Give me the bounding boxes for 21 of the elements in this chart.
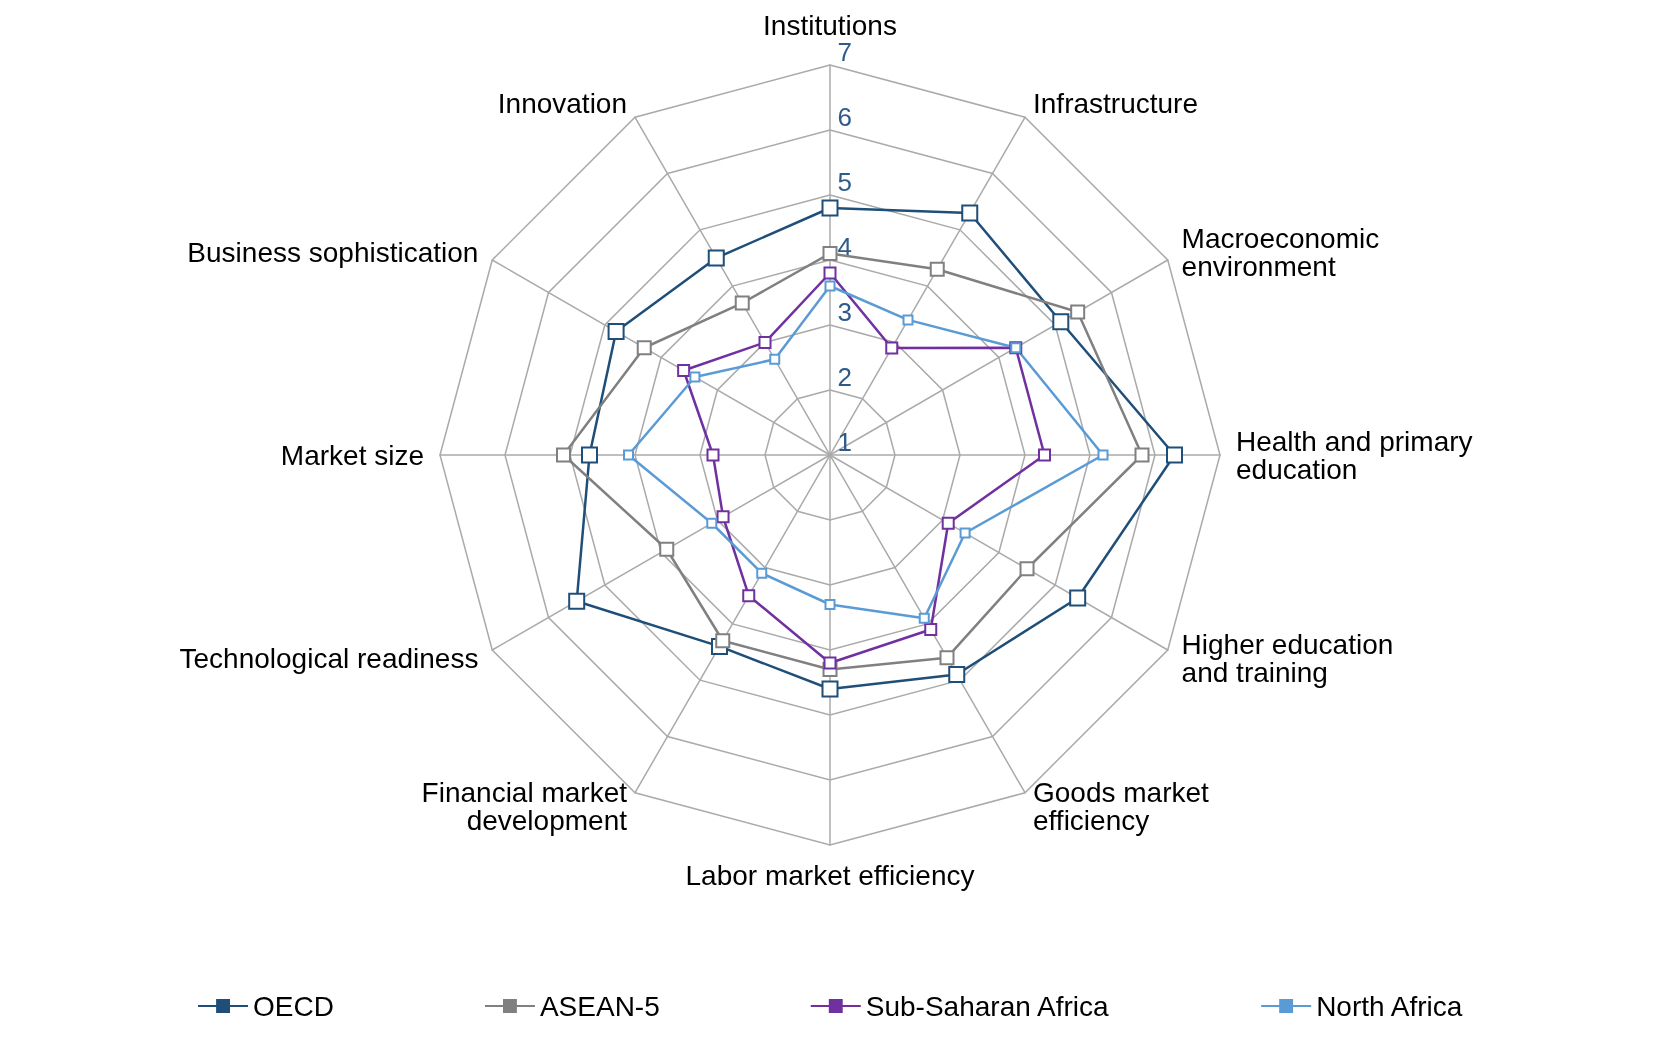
legend-label: ASEAN-5 (539, 990, 660, 1022)
spoke-label: Infrastructure (1033, 87, 1198, 119)
y-tick-label: 2 (837, 362, 852, 392)
spoke-label: Goods market efficiency (1033, 777, 1210, 837)
y-tick-label: 3 (837, 297, 852, 327)
y-tick-label: 4 (837, 232, 852, 262)
spoke-label: Labor market efficiency (685, 859, 975, 891)
y-tick-label: 1 (837, 427, 852, 457)
legend-label: Sub-Saharan Africa (865, 990, 1110, 1022)
y-tick-label: 5 (837, 167, 852, 197)
y-tick-label: 6 (837, 102, 852, 132)
legend-label: North Africa (1316, 990, 1463, 1022)
spoke-label: Technological readiness (179, 642, 479, 674)
spoke-label: Business sophistication (187, 236, 479, 268)
spoke-label: Market size (280, 439, 424, 471)
spoke-label: Financial market development (421, 777, 628, 837)
spoke-label: Innovation (497, 87, 627, 119)
spoke-label: Health and primary education (1236, 425, 1473, 485)
spoke-label: Macroeconomic environment (1181, 222, 1380, 282)
spoke-label: Higher education and training (1181, 628, 1394, 688)
legend-label: OECD (253, 990, 334, 1022)
